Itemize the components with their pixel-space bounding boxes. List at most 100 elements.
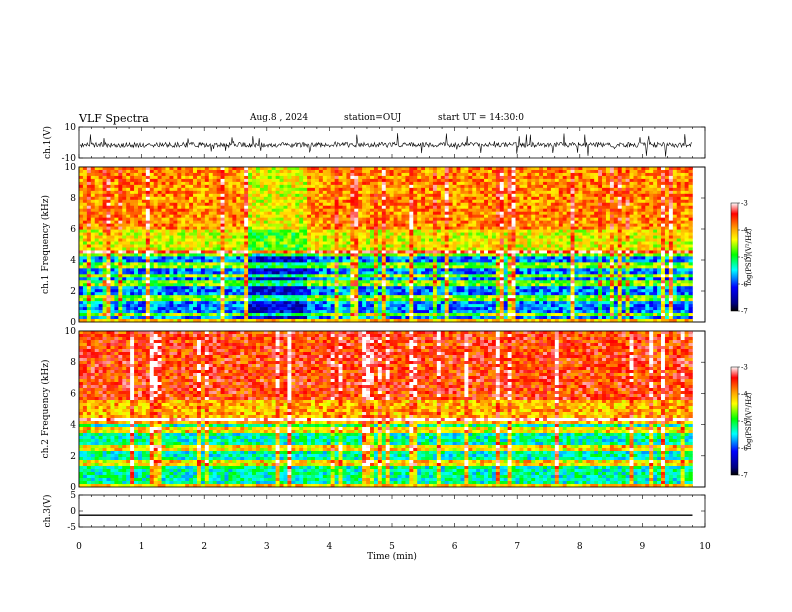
spectrogram-cell bbox=[153, 223, 158, 227]
spectrogram-cell bbox=[267, 181, 272, 186]
spectrogram-cell bbox=[303, 223, 308, 227]
spectrogram-cell bbox=[193, 226, 198, 230]
spectrogram-cell bbox=[491, 217, 497, 221]
spectrogram-cell bbox=[275, 205, 280, 210]
spectrogram-cell bbox=[578, 220, 583, 224]
spectrogram-cell bbox=[181, 211, 186, 215]
spectrogram-cell bbox=[244, 205, 249, 210]
spectrogram-cell bbox=[468, 241, 473, 245]
spectrogram-cell bbox=[456, 235, 461, 239]
spectrogram-cell bbox=[566, 235, 571, 239]
spectrogram-cell bbox=[566, 241, 571, 245]
spectrogram-cell bbox=[255, 235, 261, 239]
spectrogram-cell bbox=[633, 235, 638, 239]
spectrogram-cell bbox=[334, 199, 339, 204]
spectrogram-cell bbox=[228, 250, 233, 254]
spectrogram-cell bbox=[397, 190, 402, 195]
spectrogram-cell bbox=[668, 208, 674, 213]
spectrogram-cell bbox=[657, 238, 662, 242]
spectrogram-cell bbox=[562, 184, 567, 189]
spectrogram-cell bbox=[330, 247, 335, 251]
spectrogram-cell bbox=[130, 167, 135, 171]
spectrogram-cell bbox=[531, 193, 536, 198]
spectrogram-cell bbox=[484, 217, 489, 221]
spectrogram-cell bbox=[118, 178, 123, 183]
spectrogram-cell bbox=[354, 208, 359, 213]
spectrogram-cell bbox=[523, 193, 528, 198]
spectrogram-cell bbox=[377, 223, 383, 227]
spectrogram-cell bbox=[664, 235, 670, 239]
spectrogram-cell bbox=[342, 211, 347, 215]
spectrogram-cell bbox=[543, 199, 548, 204]
spectrogram-cell bbox=[149, 172, 155, 177]
spectrogram-cell bbox=[350, 172, 355, 177]
spectrogram-cell bbox=[259, 250, 265, 254]
spectrogram-cell bbox=[605, 196, 611, 201]
spectrogram-cell bbox=[436, 205, 442, 210]
spectrogram-cell bbox=[468, 244, 473, 248]
spectrogram-cell bbox=[613, 167, 619, 171]
spectrogram-cell bbox=[232, 205, 237, 210]
spectrogram-cell bbox=[413, 250, 418, 254]
spectrogram-cell bbox=[566, 199, 571, 204]
spectrogram-cell bbox=[149, 247, 155, 251]
spectrogram-cell bbox=[629, 238, 634, 242]
spectrogram-cell bbox=[165, 175, 170, 180]
spectrogram-cell bbox=[546, 184, 552, 189]
spectrogram-cell bbox=[397, 223, 402, 227]
spectrogram-cell bbox=[314, 181, 320, 186]
spectrogram-cell bbox=[452, 217, 457, 221]
spectrogram-cell bbox=[299, 250, 304, 254]
spectrogram-cell bbox=[263, 232, 269, 236]
spectrogram-cell bbox=[535, 205, 540, 210]
spectrogram-cell bbox=[499, 175, 505, 180]
spectrogram-cell bbox=[499, 202, 505, 207]
spectrogram-cell bbox=[279, 211, 284, 215]
spectrogram-cell bbox=[539, 247, 544, 251]
spectrogram-cell bbox=[303, 199, 308, 204]
spectrogram-cell bbox=[566, 223, 571, 227]
spectrogram-cell bbox=[377, 247, 383, 251]
spectrogram-cell bbox=[173, 238, 178, 242]
spectrogram-cell bbox=[185, 214, 190, 218]
spectrogram-cell bbox=[491, 244, 497, 248]
spectrogram-cell bbox=[495, 184, 501, 189]
spectrogram-cell bbox=[287, 232, 292, 236]
spectrogram-cell bbox=[476, 190, 481, 195]
spectrogram-cell bbox=[633, 184, 638, 189]
spectrogram-cell bbox=[122, 205, 127, 210]
spectrogram-cell bbox=[629, 244, 634, 248]
spectrogram-cell bbox=[562, 181, 567, 186]
spectrogram-cell bbox=[605, 244, 611, 248]
spectrogram-cell bbox=[185, 196, 190, 201]
spectrogram-cell bbox=[137, 235, 143, 239]
spectrogram-cell bbox=[173, 220, 178, 224]
spectrogram-cell bbox=[539, 199, 544, 204]
spectrogram-cell bbox=[358, 223, 363, 227]
spectrogram-cell bbox=[161, 196, 166, 201]
spectrogram-cell bbox=[425, 244, 430, 248]
spectrogram-cell bbox=[574, 214, 579, 218]
spectrogram-cell bbox=[397, 184, 402, 189]
spectrogram-cell bbox=[370, 241, 375, 245]
spectrogram-cell bbox=[633, 167, 638, 171]
spectrogram-cell bbox=[436, 199, 442, 204]
spectrogram-cell bbox=[554, 229, 560, 233]
spectrogram-cell bbox=[358, 208, 363, 213]
spectrogram-cell bbox=[645, 205, 650, 210]
spectrogram-cell bbox=[680, 247, 685, 251]
spectrogram-cell bbox=[157, 193, 162, 198]
spectrogram-cell bbox=[141, 223, 147, 227]
spectrogram-cell bbox=[649, 244, 654, 248]
spectrogram-cell bbox=[523, 196, 528, 201]
spectrogram-cell bbox=[476, 211, 481, 215]
spectrogram-cell bbox=[401, 250, 406, 254]
spectrogram-cell bbox=[684, 211, 689, 215]
spectrogram-cell bbox=[527, 187, 532, 192]
spectrogram-cell bbox=[86, 167, 92, 171]
spectrogram-cell bbox=[468, 208, 473, 213]
spectrogram-cell bbox=[668, 190, 674, 195]
spectrogram-cell bbox=[617, 187, 622, 192]
spectrogram-cell bbox=[519, 226, 524, 230]
spectrogram-cell bbox=[267, 169, 272, 174]
